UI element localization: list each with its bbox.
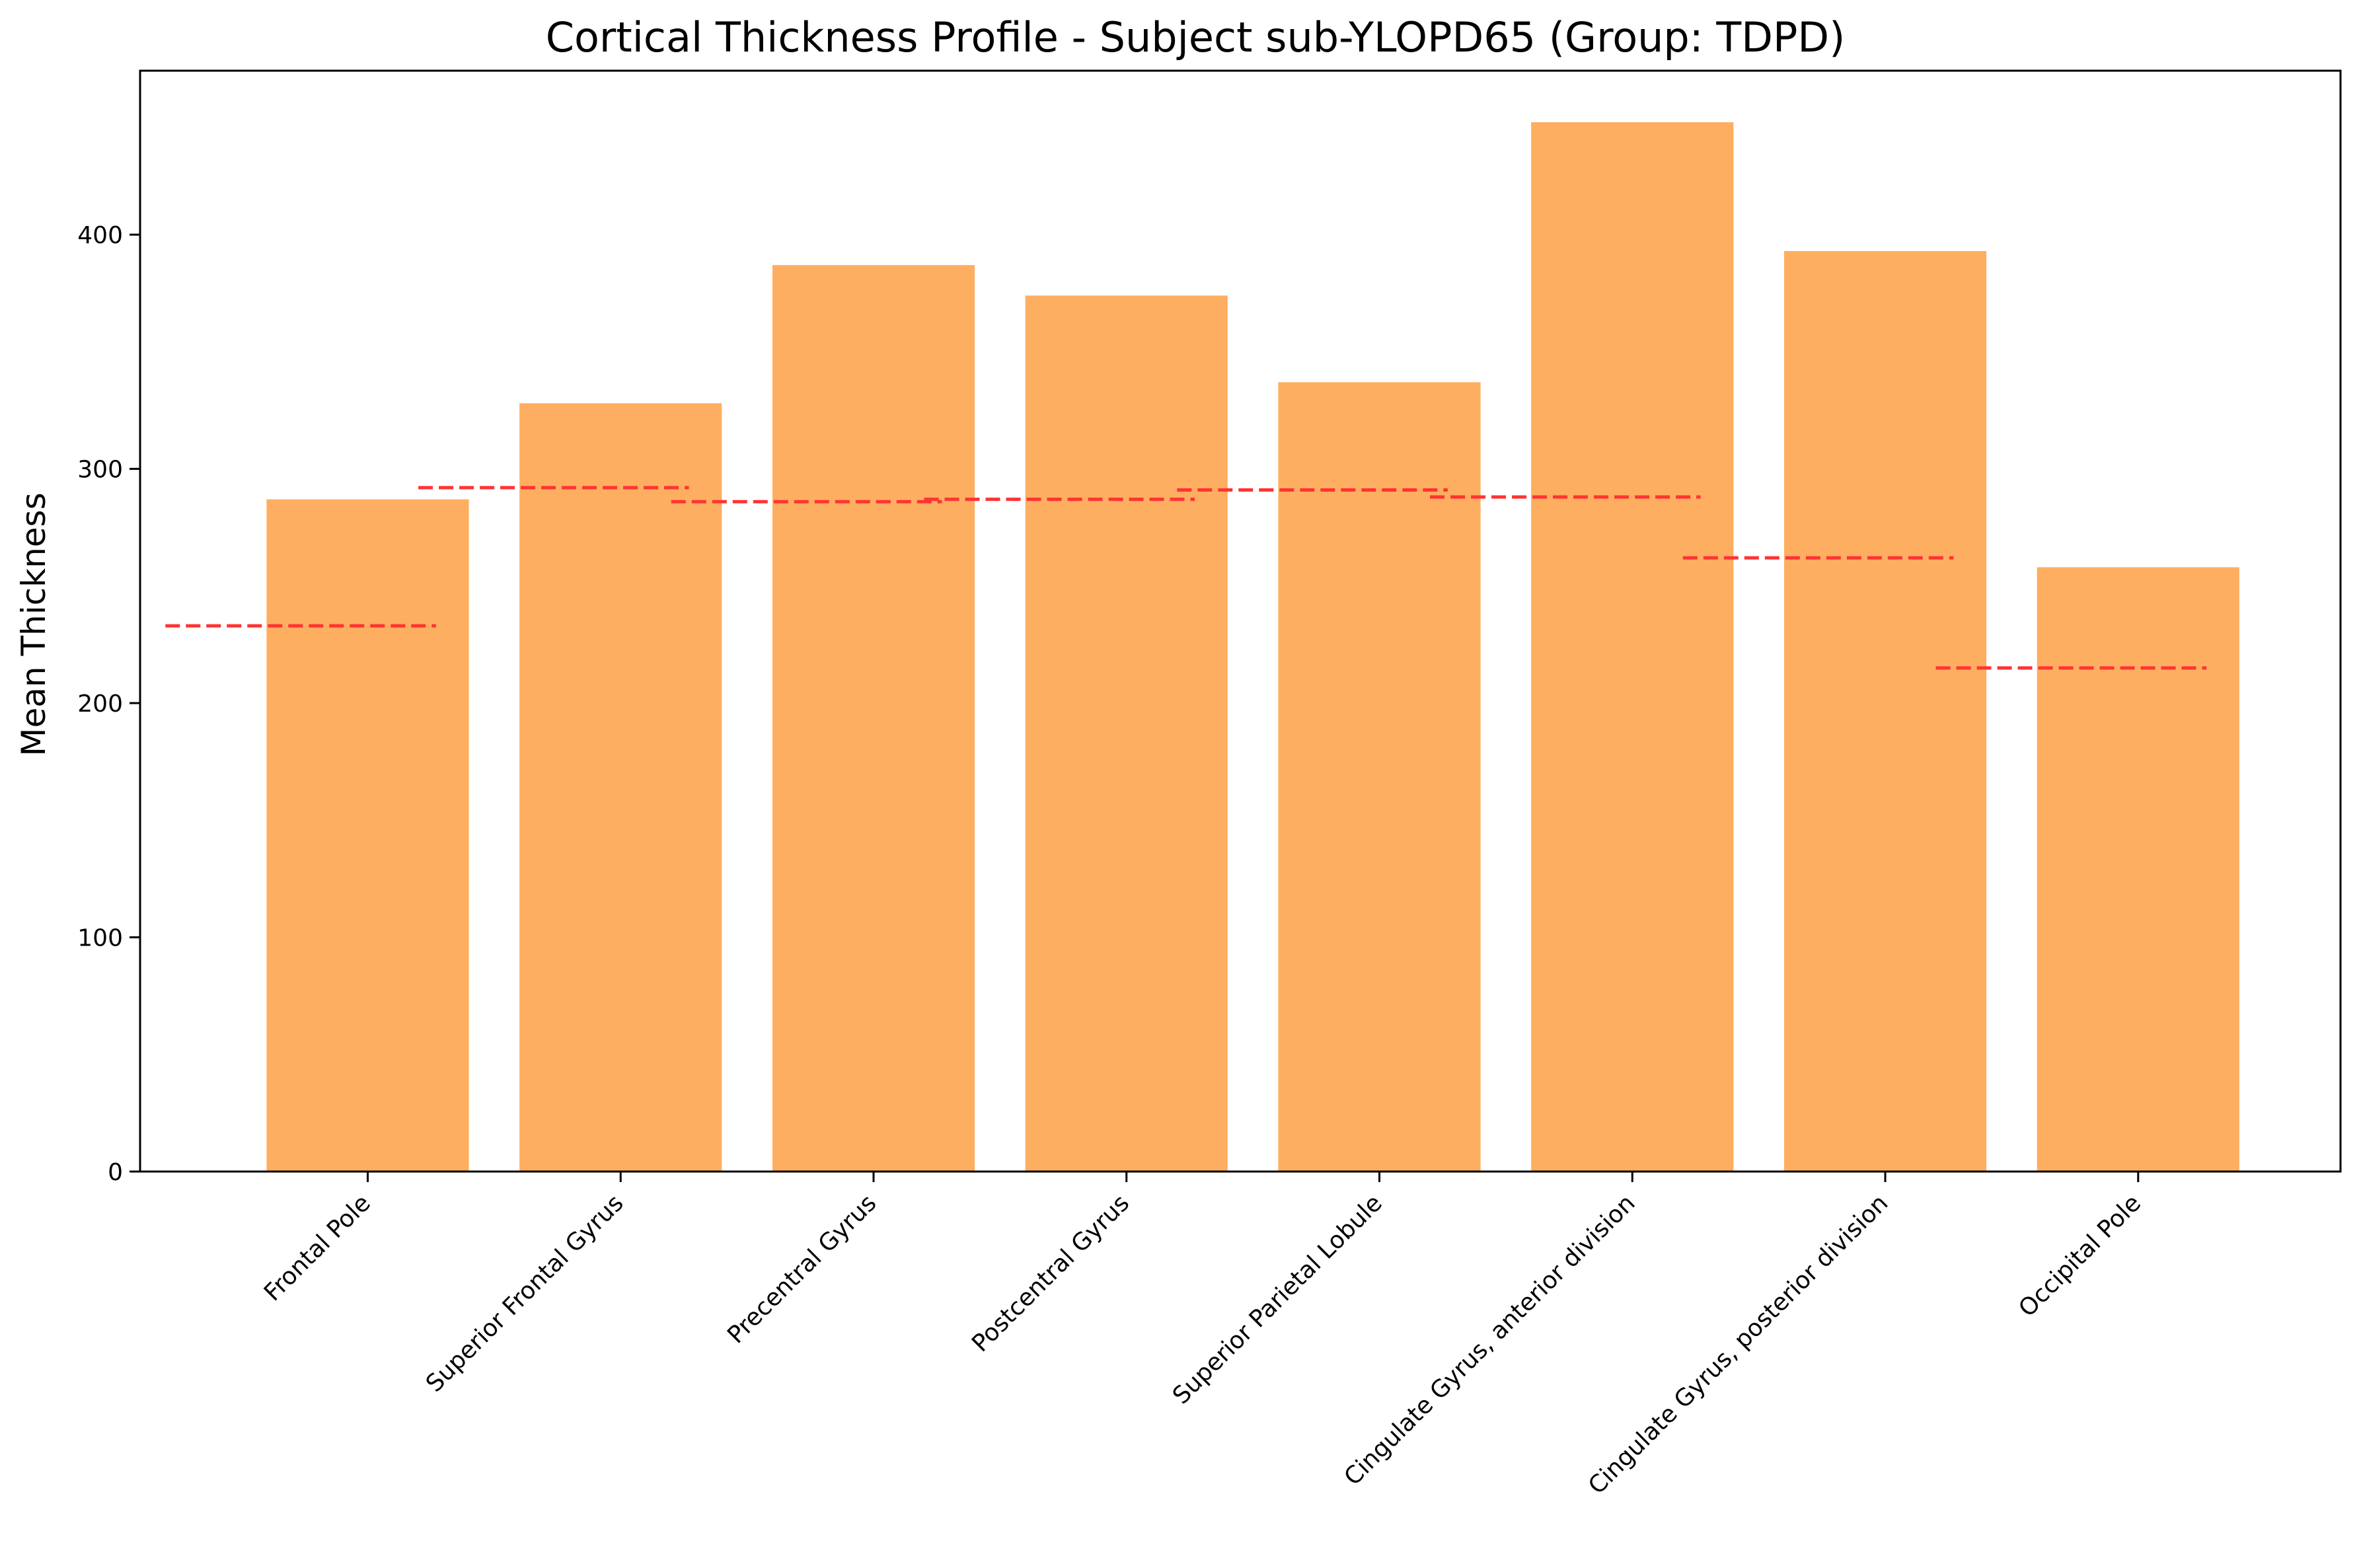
reference-lines-layer xyxy=(165,486,2207,670)
y-tick-label: 200 xyxy=(77,691,123,718)
bar-precentral-gyrus xyxy=(772,265,975,1172)
bar-frontal-pole xyxy=(266,499,469,1172)
bar-occipital-pole xyxy=(2037,567,2239,1172)
y-tick-label: 400 xyxy=(77,222,123,249)
x-tick-label-frontal-pole: Frontal Pole xyxy=(259,1189,376,1306)
y-tick-label: 0 xyxy=(108,1159,123,1186)
bar-superior-parietal-lobule xyxy=(1278,382,1481,1172)
x-tick-label-precentral-gyrus: Precentral Gyrus xyxy=(722,1189,881,1349)
x-tick-label-cingulate-gyrus-posterior-division: Cingulate Gyrus, posterior division xyxy=(1583,1189,1893,1499)
x-tick-label-postcentral-gyrus: Postcentral Gyrus xyxy=(967,1189,1135,1357)
chart-title: Cortical Thickness Profile - Subject sub… xyxy=(546,13,1846,61)
x-tick-label-superior-frontal-gyrus: Superior Frontal Gyrus xyxy=(421,1189,629,1398)
bar-postcentral-gyrus xyxy=(1025,295,1228,1172)
bar-superior-frontal-gyrus xyxy=(519,403,722,1172)
bars-layer xyxy=(266,122,2239,1172)
x-tick-label-occipital-pole: Occipital Pole xyxy=(2013,1189,2146,1322)
plot-frame xyxy=(139,69,2342,1173)
bar-cingulate-gyrus-posterior-division xyxy=(1783,250,1987,1172)
y-axis-label: Mean Thickness xyxy=(15,492,53,756)
x-tick-label-superior-parietal-lobule: Superior Parietal Lobule xyxy=(1168,1189,1388,1409)
y-tick-label: 300 xyxy=(77,457,123,484)
y-axis-ticks: 0 100 200 300 400 xyxy=(77,222,140,1186)
y-tick-label: 100 xyxy=(77,925,123,952)
x-axis-ticks: Frontal Pole Superior Frontal Gyrus Precen… xyxy=(259,1172,2146,1500)
x-tick-label-cingulate-gyrus-anterior-division: Cingulate Gyrus, anterior division xyxy=(1339,1189,1641,1491)
bar-cingulate-gyrus-anterior-division xyxy=(1531,122,1734,1172)
